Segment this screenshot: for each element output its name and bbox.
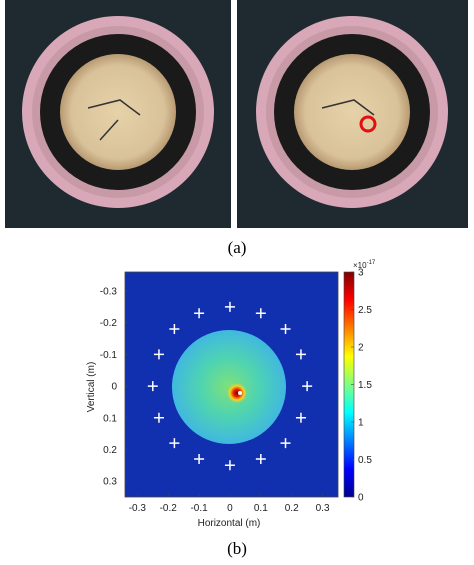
- x-axis-label: Horizontal (m): [198, 518, 261, 529]
- antenna-marker: [194, 453, 205, 464]
- panel-label: (b): [227, 539, 247, 558]
- panel-label: (a): [228, 238, 247, 257]
- colorbar-base: ×10: [353, 261, 367, 270]
- heatmap-hotspot: [227, 383, 247, 403]
- x-tick-label: -0.1: [190, 503, 208, 514]
- y-tick-label: 0: [111, 382, 117, 393]
- antenna-marker: [302, 381, 313, 392]
- antenna-marker: [295, 412, 306, 423]
- colorbar-tick-label: 2: [358, 343, 364, 354]
- antenna-marker: [255, 308, 266, 319]
- antenna-marker: [280, 438, 291, 449]
- y-axis-label: Vertical (m): [86, 362, 97, 413]
- y-tick-label: 0.3: [103, 477, 117, 488]
- y-tick-label: -0.1: [100, 350, 118, 361]
- y-tick-label: 0.2: [103, 445, 117, 456]
- colorbar-tick-label: 3: [358, 268, 364, 279]
- antenna-marker: [169, 438, 180, 449]
- colorbar-tick-label: 0: [358, 493, 364, 504]
- axes-frame: [124, 271, 339, 498]
- antenna-marker: [194, 308, 205, 319]
- x-tick-label: 0.2: [285, 503, 299, 514]
- y-tick-label: -0.3: [100, 287, 118, 298]
- antenna-marker: [147, 381, 158, 392]
- x-tick-label: 0: [227, 503, 233, 514]
- y-tick-label: -0.2: [100, 318, 118, 329]
- colorbar-tick-label: 1: [358, 418, 364, 429]
- antenna-marker: [224, 301, 235, 312]
- colorbar-tick-label: 0.5: [358, 455, 372, 466]
- x-tick-label: 0.1: [254, 503, 268, 514]
- photo-left: [5, 0, 231, 228]
- antenna-marker: [153, 412, 164, 423]
- x-tick-label: -0.3: [129, 503, 147, 514]
- x-tick-label: 0.3: [316, 503, 330, 514]
- antenna-marker: [169, 324, 180, 335]
- antenna-marker: [153, 349, 164, 360]
- antenna-marker: [255, 453, 266, 464]
- colorbar-exponent: -17: [367, 260, 376, 266]
- y-tick-label: 0.1: [103, 413, 117, 424]
- colorbar-tick-label: 1.5: [358, 380, 372, 391]
- colorbar-tick-label: 2.5: [358, 305, 372, 316]
- x-tick-label: -0.2: [160, 503, 178, 514]
- antenna-marker: [280, 324, 291, 335]
- antenna-marker: [295, 349, 306, 360]
- antenna-marker: [224, 460, 235, 471]
- photo-right: [237, 0, 468, 228]
- hotspot-marker: [238, 391, 242, 395]
- colorbar-multiplier: ×10-17: [353, 260, 376, 270]
